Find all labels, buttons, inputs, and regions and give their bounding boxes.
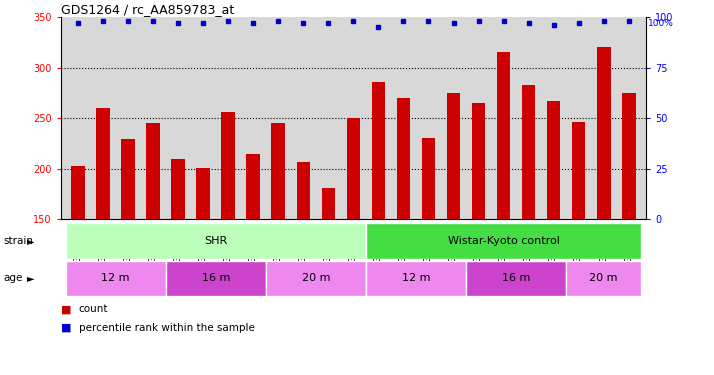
Bar (466, 261, 566, 296)
Bar (196, 168, 210, 219)
Bar (497, 53, 511, 219)
Bar (547, 101, 560, 219)
Bar (472, 103, 486, 219)
Bar (366, 223, 641, 259)
Text: ■: ■ (61, 304, 71, 314)
Bar (121, 140, 135, 219)
Bar (171, 159, 185, 219)
Bar (271, 123, 286, 219)
Bar (447, 93, 461, 219)
Text: 12 m: 12 m (402, 273, 431, 284)
Bar (66, 223, 366, 259)
Bar (366, 261, 466, 296)
Bar (566, 261, 641, 296)
Text: ■: ■ (61, 323, 71, 333)
Bar (346, 118, 361, 219)
Bar (96, 108, 110, 219)
Text: ►: ► (27, 236, 35, 246)
Text: percentile rank within the sample: percentile rank within the sample (79, 323, 254, 333)
Text: strain: strain (4, 236, 34, 246)
Bar (166, 261, 266, 296)
Bar (597, 47, 610, 219)
Text: 100%: 100% (648, 19, 673, 28)
Bar (572, 122, 585, 219)
Bar (146, 123, 160, 219)
Bar (66, 261, 166, 296)
Bar (246, 154, 260, 219)
Text: 20 m: 20 m (589, 273, 618, 284)
Text: 16 m: 16 m (502, 273, 531, 284)
Bar (296, 162, 311, 219)
Text: 16 m: 16 m (201, 273, 230, 284)
Bar (522, 85, 536, 219)
Bar (421, 138, 436, 219)
Text: 20 m: 20 m (301, 273, 330, 284)
Bar (71, 166, 85, 219)
Text: age: age (4, 273, 23, 284)
Text: 12 m: 12 m (101, 273, 130, 284)
Bar (396, 98, 411, 219)
Text: count: count (79, 304, 108, 314)
Text: ►: ► (27, 273, 35, 284)
Bar (221, 112, 235, 219)
Text: Wistar-Kyoto control: Wistar-Kyoto control (448, 236, 560, 246)
Bar (266, 261, 366, 296)
Bar (622, 93, 635, 219)
Text: SHR: SHR (204, 236, 228, 246)
Bar (321, 188, 336, 219)
Text: GDS1264 / rc_AA859783_at: GDS1264 / rc_AA859783_at (61, 3, 234, 16)
Bar (371, 82, 386, 219)
